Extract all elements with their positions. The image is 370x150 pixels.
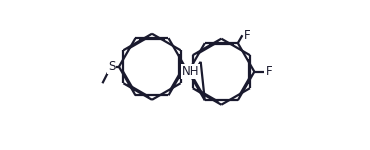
Text: F: F <box>266 65 273 78</box>
Text: F: F <box>244 29 251 42</box>
Text: NH: NH <box>182 65 199 78</box>
Text: S: S <box>108 60 115 73</box>
